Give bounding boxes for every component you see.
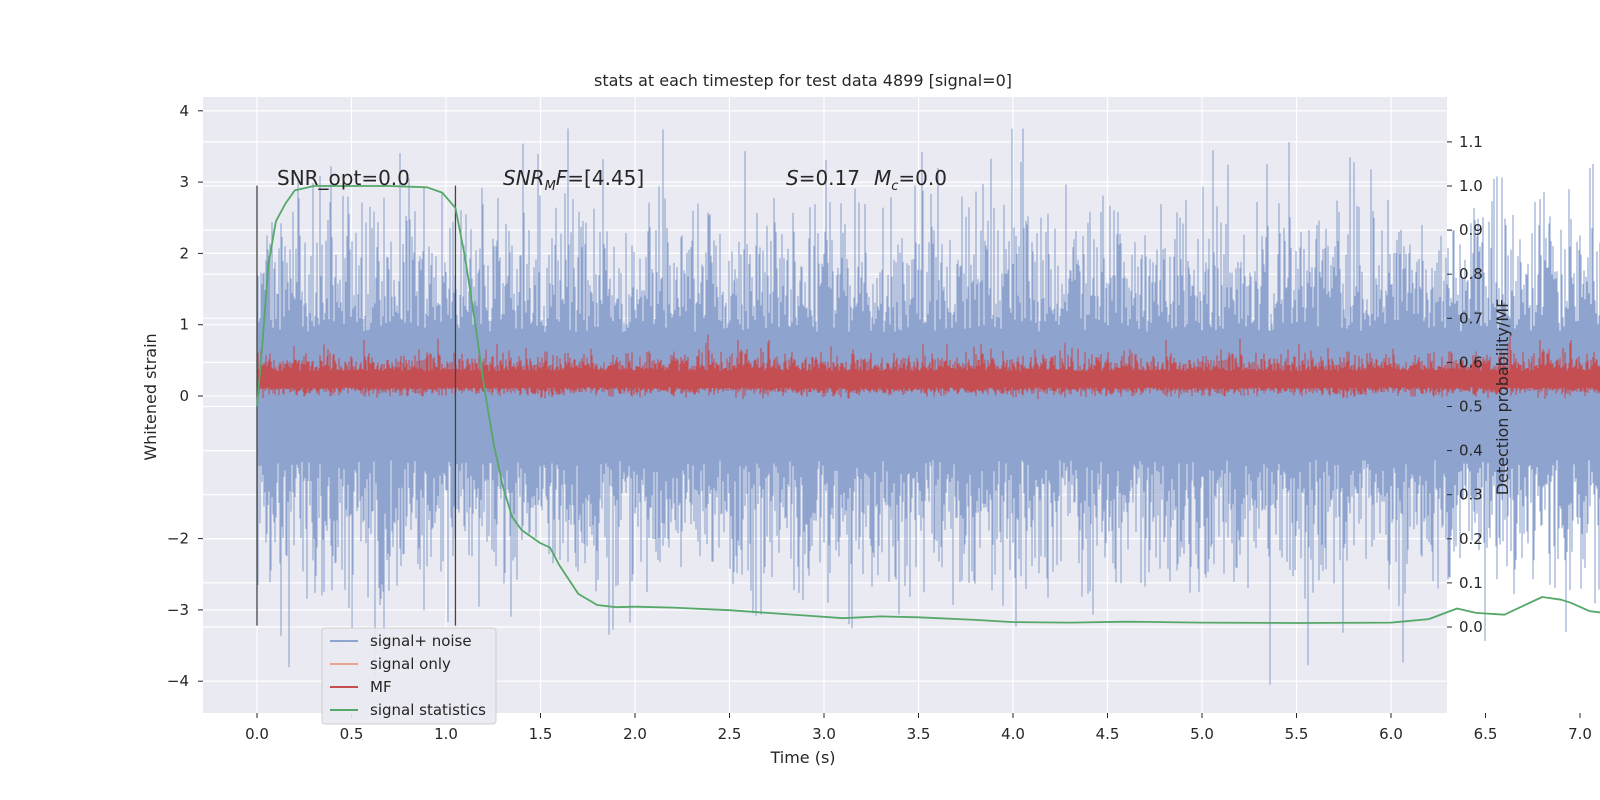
x-tick-label: 1.5 (529, 725, 553, 743)
y-axis-label: Whitened strain (141, 333, 160, 460)
annotation-s-mc: S=0.17 Mc=0.0 (786, 166, 947, 194)
legend-box (321, 627, 497, 725)
y-right-tick-label: 0.3 (1459, 486, 1483, 504)
legend: signal+ noise signal only MF signal stat… (321, 627, 497, 725)
x-tick-label: 7.0 (1568, 725, 1592, 743)
series-signal-statistics (256, 185, 1600, 624)
x-tick-label: 2.0 (623, 725, 647, 743)
legend-label-mf: MF (370, 678, 392, 696)
y-right-tick-label: 0.0 (1459, 618, 1483, 636)
y-right-tick-label: 0.1 (1459, 574, 1483, 592)
y-right-tick-label: 0.9 (1459, 221, 1483, 239)
y-tick-label: −2 (167, 530, 189, 548)
y-tick-label: 0 (179, 387, 189, 405)
y-right-tick-label: 1.0 (1459, 177, 1483, 195)
y-axis-right-ticks: 1.1 1.0 0.9 0.8 0.7 0.6 0.5 0.4 0.3 0.2 0.1 0.0 (1447, 133, 1483, 636)
x-tick-label: 0.0 (245, 725, 269, 743)
x-tick-label: 1.0 (434, 725, 458, 743)
x-tick-label: 3.0 (812, 725, 836, 743)
x-tick-label: 6.0 (1379, 725, 1403, 743)
y-tick-label: −3 (167, 601, 189, 619)
x-tick-label: 6.5 (1474, 725, 1498, 743)
legend-label-signal-noise: signal+ noise (370, 632, 472, 650)
y-right-tick-label: 0.6 (1459, 353, 1483, 371)
y-right-tick-label: 0.7 (1459, 309, 1483, 327)
legend-label-signal-only: signal only (370, 655, 451, 673)
y-right-tick-label: 0.5 (1459, 398, 1483, 416)
y-tick-label: 2 (179, 244, 189, 262)
x-axis-ticks: 0.0 0.5 1.0 1.5 2.0 2.5 3.0 3.5 4.0 4.5 5.0 5.5 6.0 6… (245, 713, 1592, 743)
legend-label-signal-statistics: signal statistics (370, 701, 486, 719)
y-tick-label: 3 (179, 173, 189, 191)
y-tick-label: −4 (167, 672, 189, 690)
signal-statistics-series (256, 185, 1600, 624)
x-tick-label: 3.5 (907, 725, 931, 743)
y-right-tick-label: 1.1 (1459, 133, 1483, 151)
x-axis-label: Time (s) (769, 748, 835, 767)
x-tick-label: 5.5 (1285, 725, 1309, 743)
x-tick-label: 2.5 (718, 725, 742, 743)
annotation-snr-opt: SNR_opt=0.0 (277, 166, 410, 190)
y-axis-right-label: Detection probability/MF (1493, 299, 1512, 496)
y-right-tick-label: 0.8 (1459, 265, 1483, 283)
x-tick-label: 5.0 (1190, 725, 1214, 743)
x-tick-label: 0.5 (340, 725, 364, 743)
y-right-tick-label: 0.4 (1459, 442, 1483, 460)
annotation-snr-mf: SNRMF=[4.45] (503, 166, 644, 194)
x-tick-label: 4.0 (1001, 725, 1025, 743)
chart-title: stats at each timestep for test data 489… (594, 71, 1012, 90)
x-tick-label: 4.5 (1096, 725, 1120, 743)
y-axis-ticks: 4 3 2 1 0 −2 −3 −4 (167, 102, 203, 690)
y-tick-label: 1 (179, 316, 189, 334)
y-right-tick-label: 0.2 (1459, 530, 1483, 548)
y-tick-label: 4 (179, 102, 189, 120)
